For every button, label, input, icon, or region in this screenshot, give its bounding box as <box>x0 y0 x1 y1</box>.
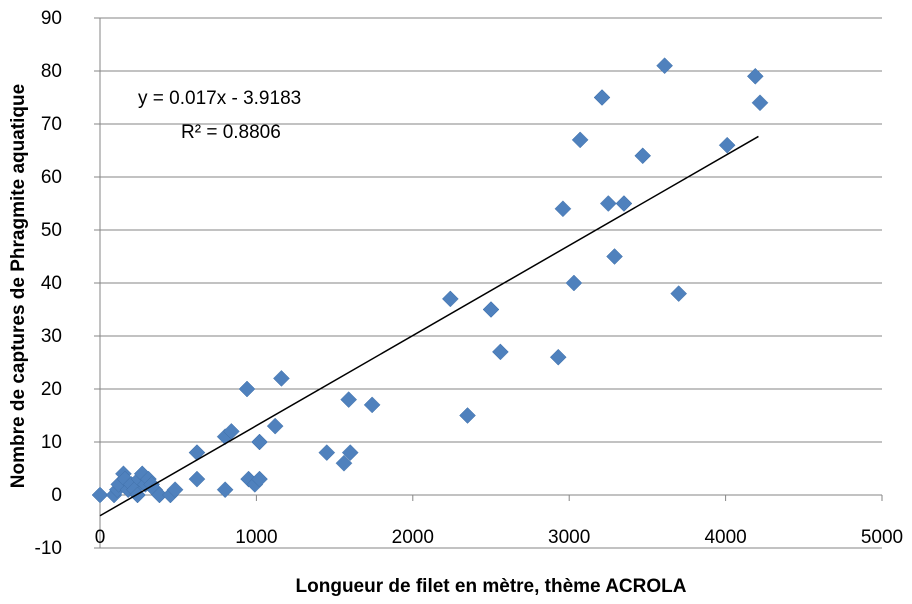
data-point <box>266 417 284 435</box>
x-axis-title: Longueur de filet en mètre, thème ACROLA <box>296 576 687 597</box>
data-point <box>606 248 623 265</box>
trendline <box>99 135 759 517</box>
data-point <box>571 131 589 149</box>
y-tick-label: 30 <box>41 326 62 347</box>
data-point <box>554 200 572 218</box>
data-point <box>91 486 109 504</box>
data-point <box>549 348 567 366</box>
data-point <box>363 396 381 414</box>
y-tick-label: 40 <box>41 273 62 294</box>
data-point <box>238 380 256 398</box>
x-tick-label: 5000 <box>861 527 903 548</box>
data-point <box>318 444 336 461</box>
data-point <box>166 481 184 499</box>
x-tick-labels: 0 1000 2000 3000 4000 5000 <box>95 527 903 548</box>
y-tick-label: 80 <box>41 61 62 82</box>
y-axis-title: Nombre de captures de Phragmite aquatiqu… <box>8 84 29 488</box>
y-tick-label: 20 <box>41 379 62 400</box>
y-tick-label: -10 <box>35 538 62 559</box>
data-point <box>459 407 476 424</box>
data-point <box>441 290 459 308</box>
x-tick-label: 3000 <box>548 527 590 548</box>
data-point <box>751 94 769 112</box>
y-tick-label: 90 <box>41 8 62 29</box>
data-point <box>492 343 509 361</box>
data-point <box>565 274 583 292</box>
y-tick-label: 10 <box>41 432 62 453</box>
data-point <box>251 433 268 451</box>
data-point <box>251 470 268 488</box>
x-tick-label: 2000 <box>392 527 434 548</box>
x-tick-label: 0 <box>95 527 106 548</box>
trendline-r-squared: R² = 0.8806 <box>181 122 281 143</box>
axes <box>99 18 883 548</box>
trendline-equation: y = 0.017x - 3.9183 <box>138 88 301 109</box>
data-point <box>615 195 633 212</box>
data-point <box>670 285 688 302</box>
x-tick-label: 4000 <box>704 527 746 548</box>
data-point <box>340 391 358 408</box>
data-point <box>746 67 764 85</box>
data-point <box>188 470 206 488</box>
data-point <box>273 370 290 387</box>
y-tick-label: 50 <box>41 220 62 241</box>
data-point <box>216 481 234 499</box>
data-point <box>599 195 617 212</box>
data-point <box>482 301 500 318</box>
data-point <box>341 444 359 461</box>
y-tick-labels: -10 0 10 20 30 40 50 60 70 80 90 <box>35 8 62 559</box>
data-point <box>718 136 736 154</box>
data-point <box>634 147 652 165</box>
data-point <box>335 454 353 472</box>
data-point <box>593 89 611 106</box>
y-tick-label: 0 <box>51 485 62 506</box>
data-point <box>656 57 673 75</box>
y-tick-label: 70 <box>41 114 62 135</box>
data-points <box>91 57 769 504</box>
x-tick-label: 1000 <box>235 527 277 548</box>
y-tick-label: 60 <box>41 167 62 188</box>
